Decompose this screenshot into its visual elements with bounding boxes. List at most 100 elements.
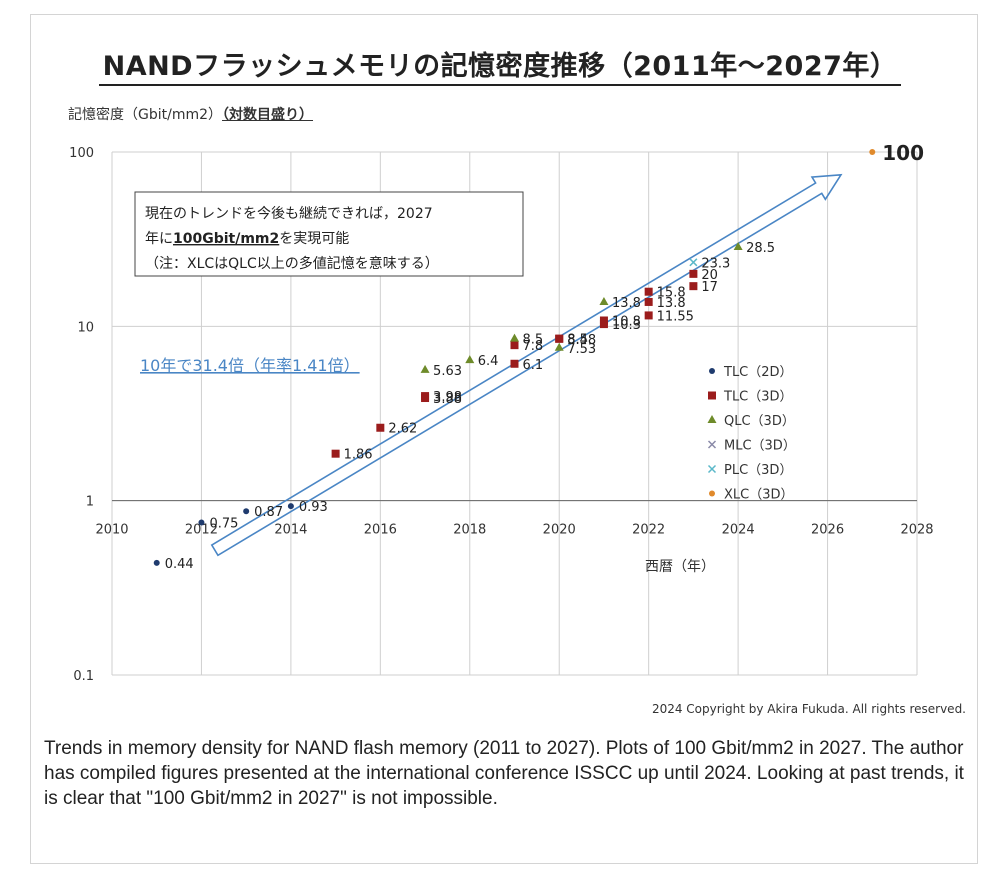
legend-marker-XLC(3D) bbox=[709, 490, 715, 497]
legend-label-TLC(3D): TLC（3D） bbox=[723, 390, 793, 405]
legend-item-PLC(3D): PLC（3D） bbox=[707, 463, 792, 478]
point-TLC(3D)-13 bbox=[689, 282, 698, 291]
point-TLC(3D)-0 bbox=[331, 449, 340, 458]
label-TLC(3D)-8: 10.8 bbox=[612, 315, 641, 330]
label-XLC(3D)-0: 100 bbox=[882, 141, 924, 165]
trend-arrow-outline bbox=[210, 173, 843, 557]
label-TLC(3D)-6: 8.5 bbox=[567, 333, 588, 348]
label-TLC(3D)-0: 1.86 bbox=[344, 448, 373, 463]
point-QLC(3D)-3 bbox=[554, 342, 564, 351]
point-TLC(2D)-0 bbox=[153, 559, 160, 566]
note-line-2: 年に100Gbit/mm2を実現可能 bbox=[145, 231, 349, 247]
y-axis-label: 記憶密度（Gbit/mm2）（対数目盛り） bbox=[68, 104, 313, 124]
label-QLC(3D)-5: 28.5 bbox=[746, 241, 775, 256]
x-tick-2016: 2016 bbox=[364, 523, 397, 538]
point-QLC(3D)-1 bbox=[465, 355, 475, 364]
legend-item-QLC(3D): QLC（3D） bbox=[707, 414, 795, 429]
note-line-2-c: を実現可能 bbox=[279, 231, 349, 247]
label-TLC(3D)-4: 6.1 bbox=[523, 358, 544, 373]
point-QLC(3D)-0 bbox=[420, 364, 430, 373]
label-TLC(2D)-1: 0.75 bbox=[209, 516, 238, 531]
x-tick-2018: 2018 bbox=[453, 523, 486, 538]
label-TLC(3D)-11: 13.8 bbox=[657, 296, 686, 311]
label-QLC(3D)-0: 5.63 bbox=[433, 364, 462, 379]
chart-title: NANDフラッシュメモリの記憶密度推移（2011年～2027年） bbox=[0, 44, 1000, 86]
point-TLC(2D)-1 bbox=[198, 519, 205, 526]
legend-marker-MLC(3D) bbox=[707, 440, 717, 449]
label-QLC(3D)-4: 13.8 bbox=[612, 296, 641, 311]
label-TLC(3D)-5: 7.8 bbox=[523, 339, 544, 354]
x-tick-2010: 2010 bbox=[95, 523, 128, 538]
label-TLC(3D)-7: 8.48 bbox=[567, 333, 596, 348]
y-axis-label-scale: （対数目盛り） bbox=[222, 107, 314, 123]
point-TLC(3D)-3 bbox=[421, 394, 430, 403]
label-TLC(3D)-12: 15.8 bbox=[657, 286, 686, 301]
x-tick-2026: 2026 bbox=[811, 523, 844, 538]
label-TLC(3D)-1: 2.62 bbox=[388, 422, 417, 437]
y-tick-100: 100 bbox=[69, 146, 94, 161]
legend: TLC（2D） TLC（3D） QLC（3D） MLC（3D） PLC（3D） XLC（3… bbox=[707, 365, 796, 503]
note-line-3: （注：XLCはQLC以上の多値記憶を意味する） bbox=[145, 255, 439, 272]
data-points bbox=[153, 149, 876, 566]
point-TLC(3D)-11 bbox=[644, 297, 653, 306]
label-TLC(3D)-14: 20 bbox=[701, 268, 718, 283]
data-labels: 0.440.750.87 0.931.862.623.983.886.17.8 8.… bbox=[165, 141, 924, 572]
label-TLC(3D)-3: 3.88 bbox=[433, 392, 462, 407]
x-tick-2022: 2022 bbox=[632, 523, 665, 538]
label-TLC(3D)-9: 10.3 bbox=[612, 318, 641, 333]
trend-arrow bbox=[210, 173, 843, 557]
label-QLC(3D)-3: 7.53 bbox=[567, 342, 596, 357]
note-line-2-b: 100Gbit/mm2 bbox=[173, 231, 279, 247]
label-TLC(3D)-10: 11.55 bbox=[657, 309, 694, 324]
label-QLC(3D)-1: 6.4 bbox=[478, 354, 499, 369]
note-line-2-a: 年に bbox=[145, 231, 173, 247]
label-TLC(3D)-13: 17 bbox=[701, 280, 718, 295]
note-box: 現在のトレンドを今後も継続できれば，2027 年に100Gbit/mm2を実現可… bbox=[134, 191, 524, 277]
point-TLC(2D)-2 bbox=[243, 508, 250, 515]
x-tick-2014: 2014 bbox=[274, 523, 307, 538]
x-tick-2024: 2024 bbox=[722, 523, 755, 538]
trend-arrow-shape bbox=[210, 173, 843, 557]
figure-frame bbox=[30, 14, 978, 864]
label-PLC(3D)-0: 23.3 bbox=[701, 256, 730, 271]
point-TLC(3D)-14 bbox=[689, 269, 698, 278]
legend-marker-TLC(3D) bbox=[708, 391, 716, 400]
legend-label-QLC(3D): QLC（3D） bbox=[724, 414, 795, 429]
legend-marker-TLC(2D) bbox=[709, 368, 715, 374]
legend-label-XLC(3D): XLC（3D） bbox=[724, 488, 794, 503]
y-tick-10: 10 bbox=[77, 320, 94, 335]
x-tick-2028: 2028 bbox=[900, 523, 933, 538]
point-QLC(3D)-5 bbox=[733, 242, 743, 251]
x-axis-label: 西暦（年） bbox=[645, 559, 715, 575]
trend-label: 10年で31.4倍（年率1.41倍） bbox=[140, 356, 360, 375]
y-tick-0.1: 0.1 bbox=[73, 669, 94, 684]
legend-label-TLC(2D): TLC（2D） bbox=[723, 365, 793, 380]
axes: 2010 2012 2014 2016 2018 2020 2022 2024 2026 2028… bbox=[69, 146, 933, 684]
point-XLC(3D)-0 bbox=[869, 149, 876, 155]
legend-label-MLC(3D): MLC（3D） bbox=[724, 439, 796, 454]
point-TLC(2D)-3 bbox=[287, 503, 294, 510]
point-PLC(3D)-0 bbox=[689, 258, 698, 267]
x-tick-2020: 2020 bbox=[543, 523, 576, 538]
legend-label-PLC(3D): PLC（3D） bbox=[724, 463, 792, 478]
point-TLC(3D)-1 bbox=[376, 423, 385, 432]
point-TLC(3D)-4 bbox=[510, 359, 519, 368]
point-TLC(3D)-10 bbox=[644, 311, 653, 320]
caption: Trends in memory density for NAND flash … bbox=[44, 738, 964, 809]
y-tick-1: 1 bbox=[86, 495, 94, 510]
legend-marker-PLC(3D) bbox=[707, 464, 717, 474]
legend-marker-QLC(3D) bbox=[707, 415, 717, 423]
note-line-1: 現在のトレンドを今後も継続できれば，2027 bbox=[145, 205, 433, 222]
label-TLC(3D)-2: 3.98 bbox=[433, 390, 462, 405]
point-TLC(3D)-7 bbox=[555, 334, 564, 343]
point-TLC(3D)-12 bbox=[644, 287, 653, 296]
label-QLC(3D)-2: 8.5 bbox=[523, 333, 544, 348]
legend-item-MLC(3D): MLC（3D） bbox=[707, 439, 796, 454]
legend-item-XLC(3D): XLC（3D） bbox=[709, 488, 794, 503]
legend-item-TLC(3D): TLC（3D） bbox=[708, 390, 793, 405]
label-TLC(2D)-2: 0.87 bbox=[254, 505, 283, 520]
legend-item-TLC(2D): TLC（2D） bbox=[709, 365, 793, 380]
point-QLC(3D)-2 bbox=[510, 333, 519, 342]
label-TLC(2D)-0: 0.44 bbox=[165, 557, 194, 572]
y-axis-label-main: 記憶密度（Gbit/mm2） bbox=[68, 107, 223, 123]
